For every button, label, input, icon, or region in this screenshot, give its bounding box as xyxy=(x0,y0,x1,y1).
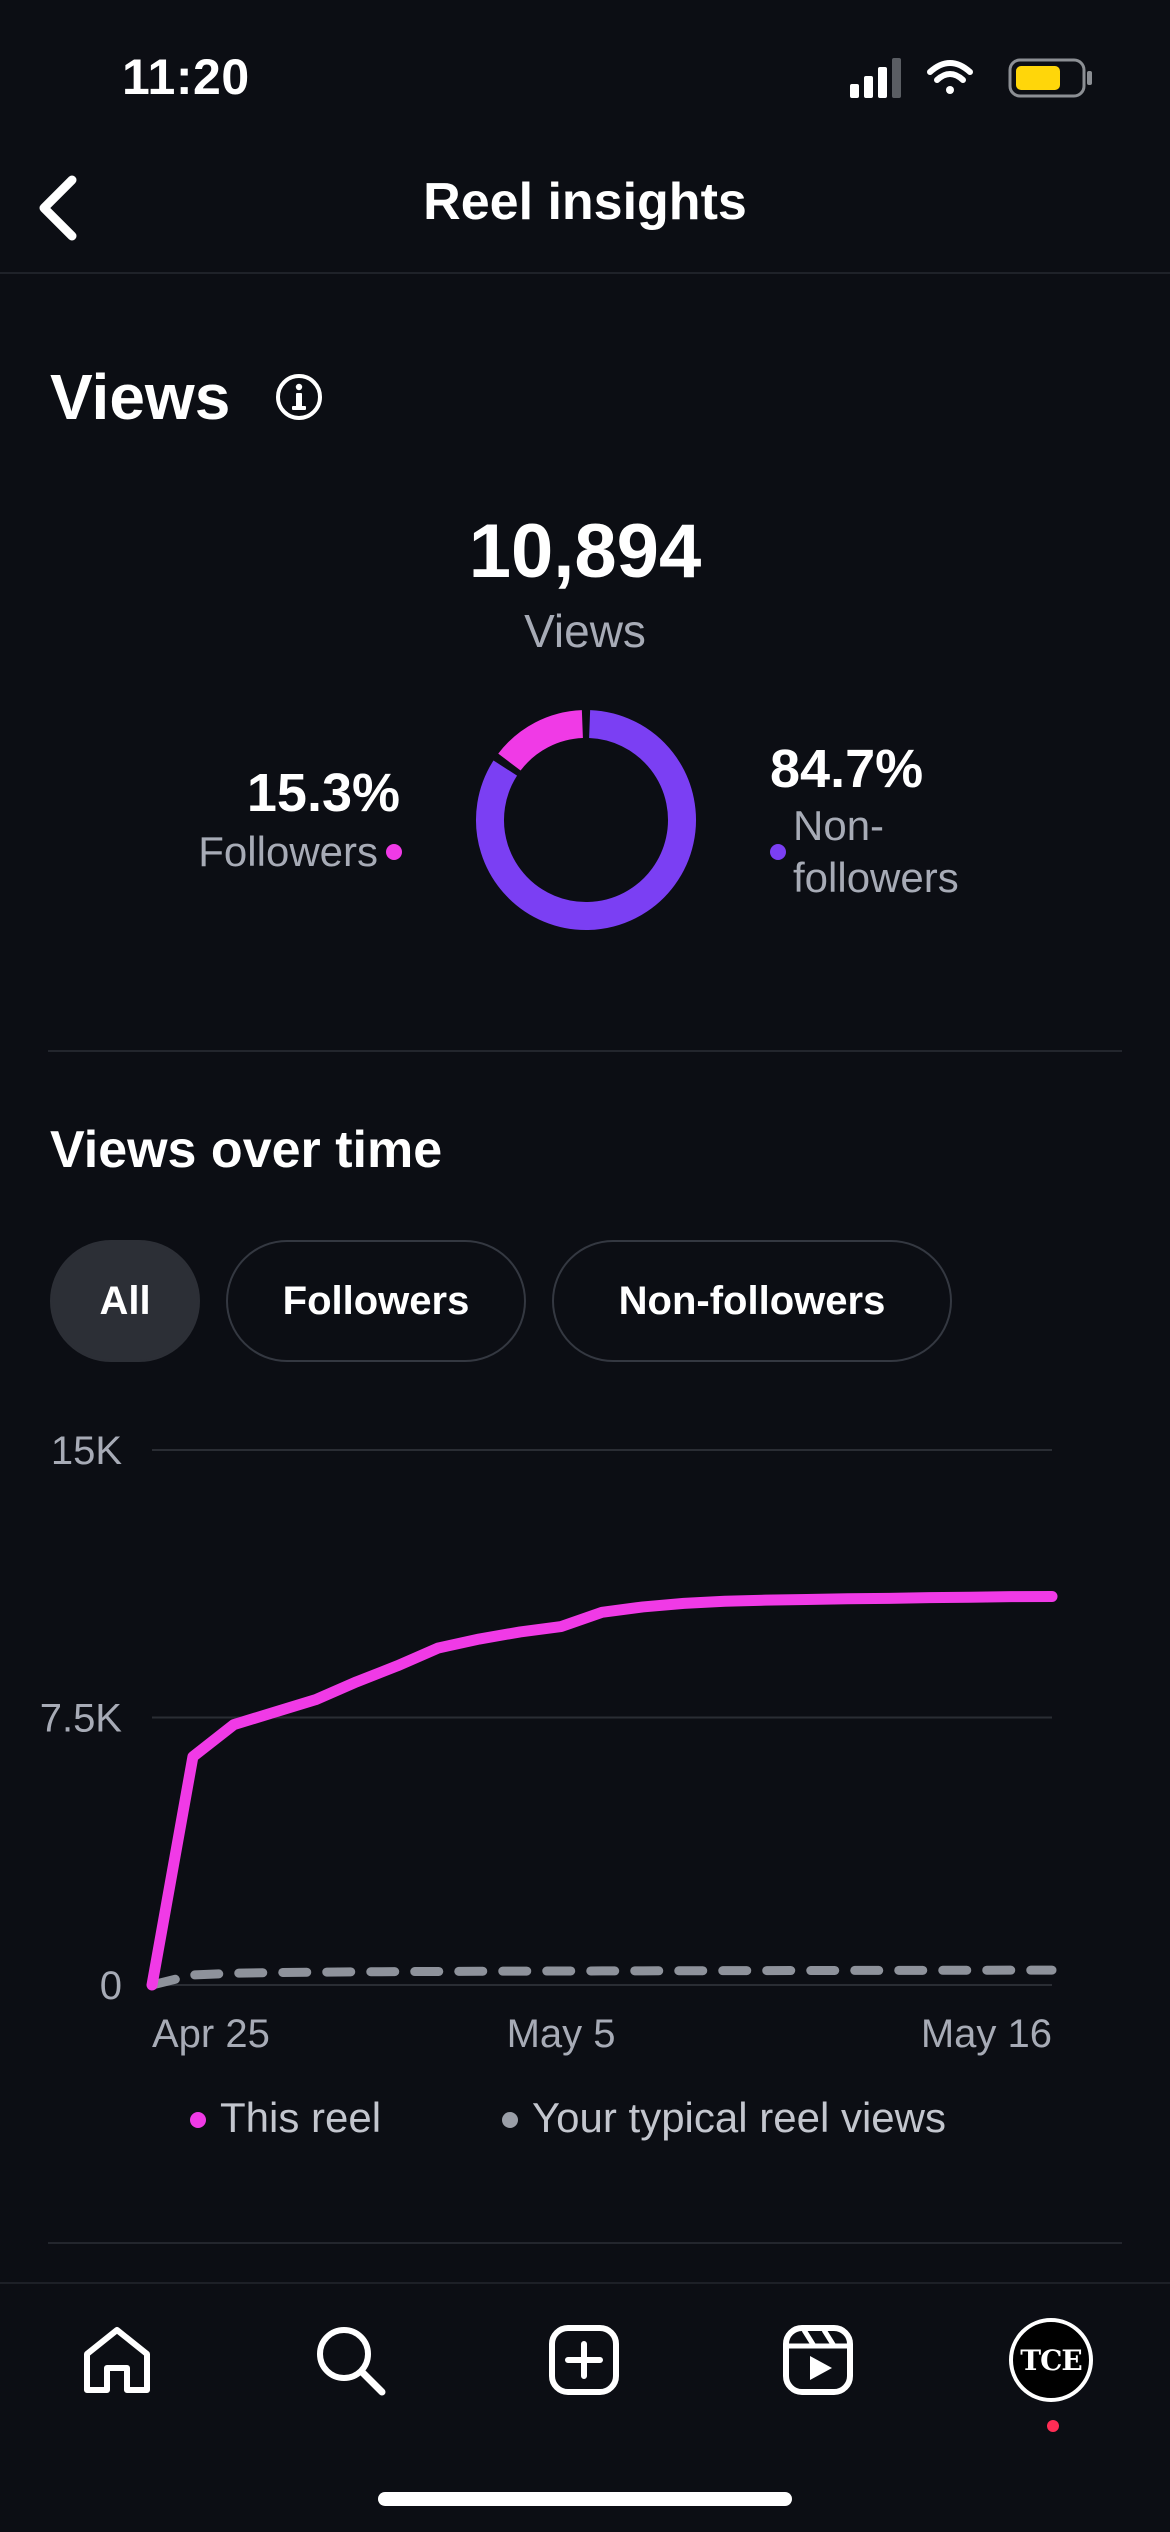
chart-grid xyxy=(152,1449,1052,1986)
status-icons xyxy=(850,58,1092,98)
reels-icon xyxy=(783,2325,853,2395)
chart-y-ticks: 15K 7.5K 0 xyxy=(40,1429,123,2008)
chart-x-tick-label: May 5 xyxy=(507,2012,616,2056)
search-icon xyxy=(317,2327,386,2396)
wifi-icon xyxy=(927,60,973,94)
chart-y-tick-label: 7.5K xyxy=(40,1697,123,1741)
nav-profile-button[interactable]: TCE xyxy=(1001,2310,1101,2410)
chart-x-tick-label: Apr 25 xyxy=(152,2012,270,2056)
views-over-time-title: Views over time xyxy=(50,1121,443,1179)
nav-home-button[interactable] xyxy=(67,2310,167,2410)
views-section-title: Views xyxy=(50,361,231,433)
info-icon[interactable] xyxy=(274,372,324,422)
views-count-label: Views xyxy=(524,605,646,657)
home-icon xyxy=(84,2327,150,2393)
page-title: Reel insights xyxy=(423,173,747,231)
legend-typical-dot xyxy=(502,2112,518,2128)
profile-avatar: TCE xyxy=(1009,2318,1093,2402)
filter-chip-non-followers[interactable]: Non-followers xyxy=(552,1240,952,1362)
non-followers-legend-dot xyxy=(770,844,786,860)
back-button[interactable] xyxy=(18,168,98,248)
nav-create-button[interactable] xyxy=(534,2310,634,2410)
followers-percent: 15.3% xyxy=(246,763,400,823)
legend-this-reel: This reel xyxy=(220,2094,382,2141)
signal-icon xyxy=(850,58,901,98)
series-line-typical-reel-views xyxy=(147,1965,1057,1990)
filter-chip-all[interactable]: All xyxy=(50,1240,200,1362)
chevron-left-icon xyxy=(39,175,77,241)
series-line-this-reel xyxy=(146,1590,1058,1991)
filter-chip-followers[interactable]: Followers xyxy=(226,1240,526,1362)
chart-y-tick-label: 15K xyxy=(51,1429,122,1473)
donut-slice-followers xyxy=(498,710,584,771)
battery-icon xyxy=(1008,58,1092,98)
non-followers-percent: 84.7% xyxy=(770,739,924,799)
views-donut-chart xyxy=(476,710,696,930)
views-over-time-chart: 15K 7.5K 0 Apr 25 May 5 May 16 xyxy=(40,1429,1058,2056)
followers-label: Followers xyxy=(198,828,378,875)
legend-this-reel-dot xyxy=(190,2112,206,2128)
non-followers-label: Non- followers xyxy=(793,802,959,901)
bottom-navigation xyxy=(0,2282,1170,2532)
donut-slice-non-followers xyxy=(476,710,696,930)
home-indicator[interactable] xyxy=(378,2492,792,2506)
section-divider xyxy=(48,1050,1122,1052)
nav-reels-button[interactable] xyxy=(768,2310,868,2410)
profile-notification-dot xyxy=(1047,2420,1059,2432)
views-count: 10,894 xyxy=(468,509,702,594)
nav-search-button[interactable] xyxy=(300,2310,400,2410)
header-divider xyxy=(0,272,1170,274)
followers-legend-dot xyxy=(386,844,402,860)
chart-y-tick-label: 0 xyxy=(100,1964,122,2008)
legend-typical-reel-views: Your typical reel views xyxy=(532,2094,946,2141)
chart-x-tick-label: May 16 xyxy=(921,2012,1052,2056)
status-time: 11:20 xyxy=(122,49,250,105)
create-icon xyxy=(549,2325,619,2395)
chart-x-ticks: Apr 25 May 5 May 16 xyxy=(152,2012,1052,2056)
chart-lines xyxy=(146,1590,1058,1991)
section-divider xyxy=(48,2242,1122,2244)
